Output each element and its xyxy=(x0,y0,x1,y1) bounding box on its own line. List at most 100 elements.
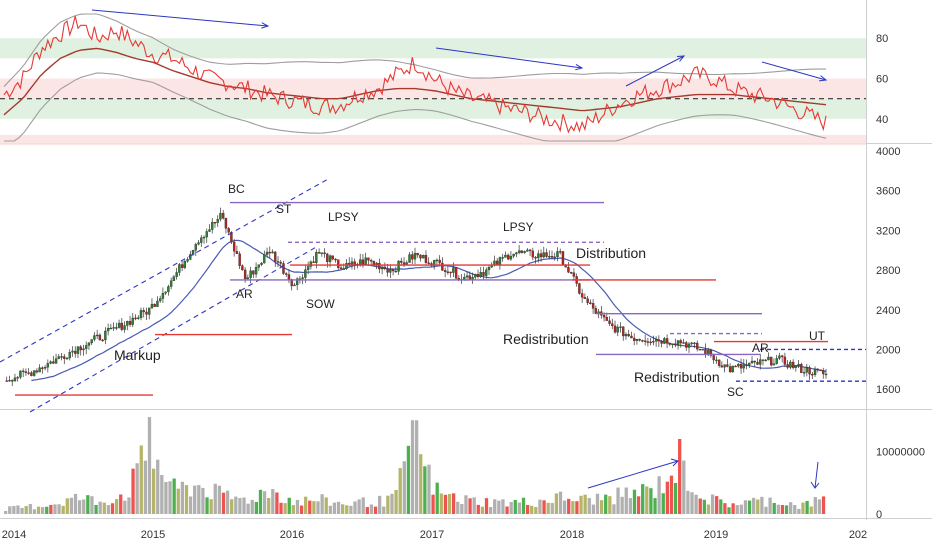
volume-bar xyxy=(230,499,234,514)
candle-body xyxy=(224,218,228,229)
volume-bar xyxy=(665,481,669,514)
candle-body xyxy=(156,300,159,307)
volume-bar xyxy=(427,464,431,514)
candle-body xyxy=(800,364,803,373)
candle-body xyxy=(109,327,113,330)
volume-bar xyxy=(415,420,419,514)
candle-body xyxy=(167,286,170,293)
candle-body xyxy=(531,250,535,258)
candle-body xyxy=(348,262,351,265)
volume-bar xyxy=(451,493,456,514)
candle-body xyxy=(257,264,261,268)
volume-bar xyxy=(98,501,102,514)
volume-bar xyxy=(439,493,443,514)
volume-trend-arrow xyxy=(587,460,679,489)
candle-body xyxy=(243,269,247,280)
candle-body xyxy=(542,252,545,258)
volume-bar xyxy=(49,504,53,514)
time-tick-label: 2019 xyxy=(704,529,728,541)
candle-body xyxy=(19,370,22,378)
candle-body xyxy=(342,268,345,270)
volume-bar xyxy=(484,498,489,514)
candle-body xyxy=(364,257,367,265)
candle-body xyxy=(572,272,576,277)
volume-bar xyxy=(221,492,226,514)
volume-bar xyxy=(217,485,222,514)
candle-body xyxy=(778,355,781,359)
candle-body xyxy=(85,345,88,349)
volume-bar xyxy=(320,494,324,514)
volume-bar xyxy=(690,492,694,514)
candle-body xyxy=(285,273,288,275)
volume-bar xyxy=(789,502,793,514)
divergence-line-2 xyxy=(625,55,685,87)
candle-body xyxy=(780,355,784,358)
candle-body xyxy=(583,297,587,299)
volume-bar xyxy=(353,501,357,514)
candle-body xyxy=(753,360,756,363)
volume-bar xyxy=(110,503,115,514)
candle-body xyxy=(369,260,373,262)
volume-bar xyxy=(90,496,94,514)
candle-body xyxy=(353,261,356,265)
candle-body xyxy=(449,271,452,274)
volume-bar xyxy=(480,506,485,514)
volume-bar xyxy=(821,496,826,514)
candle-body xyxy=(180,264,184,268)
candle-body xyxy=(471,277,474,280)
candle-body xyxy=(520,250,524,253)
candle-body xyxy=(386,268,389,273)
candle-body xyxy=(690,342,693,345)
volume-bar xyxy=(501,499,505,514)
candle-body xyxy=(323,252,326,255)
volume-bar xyxy=(184,485,189,514)
volume-bar xyxy=(723,503,727,514)
candle-body xyxy=(685,342,688,348)
candle-body xyxy=(57,356,60,359)
volume-bar xyxy=(267,497,271,514)
moving-average-line xyxy=(31,239,827,382)
candle-body xyxy=(400,260,403,263)
candle-body xyxy=(126,321,129,326)
volume-bar xyxy=(784,505,789,514)
oscillator-layer: 80 60 40 xyxy=(0,9,888,146)
candle-body xyxy=(222,212,225,219)
divergence-line-1 xyxy=(435,47,583,69)
candle-body xyxy=(611,323,614,327)
oscillator-tick-label: 80 xyxy=(876,33,888,45)
candle-body xyxy=(304,269,307,278)
candle-body xyxy=(682,342,685,344)
volume-bar xyxy=(238,498,242,514)
volume-bar xyxy=(271,489,275,514)
candle-body xyxy=(211,222,214,230)
volume-bar xyxy=(341,504,345,514)
candle-body xyxy=(106,328,110,332)
candle-body xyxy=(824,373,828,376)
candle-body xyxy=(90,339,93,344)
candle-body xyxy=(591,303,595,309)
candle-body xyxy=(783,356,787,365)
candle-body xyxy=(241,265,244,271)
candle-body xyxy=(293,284,296,287)
candle-body xyxy=(654,339,658,342)
volume-bar xyxy=(168,481,172,514)
candle-body xyxy=(191,250,195,255)
candle-body xyxy=(476,274,480,277)
candle-body xyxy=(668,343,672,345)
volume-bar xyxy=(493,499,497,514)
candle-body xyxy=(761,359,765,361)
candle-body xyxy=(178,264,181,273)
candle-body xyxy=(750,360,754,364)
volume-bar xyxy=(752,497,756,514)
candle-body xyxy=(608,320,611,324)
candle-body xyxy=(38,367,41,373)
volume-bar xyxy=(8,506,12,514)
candle-body xyxy=(128,321,132,325)
candle-body xyxy=(791,361,795,368)
candle-body xyxy=(424,255,428,263)
price-annotation-ar: AR xyxy=(752,341,769,355)
candle-body xyxy=(438,259,441,264)
candle-body xyxy=(202,236,206,239)
candle-body xyxy=(312,261,315,263)
candle-body xyxy=(537,253,540,259)
